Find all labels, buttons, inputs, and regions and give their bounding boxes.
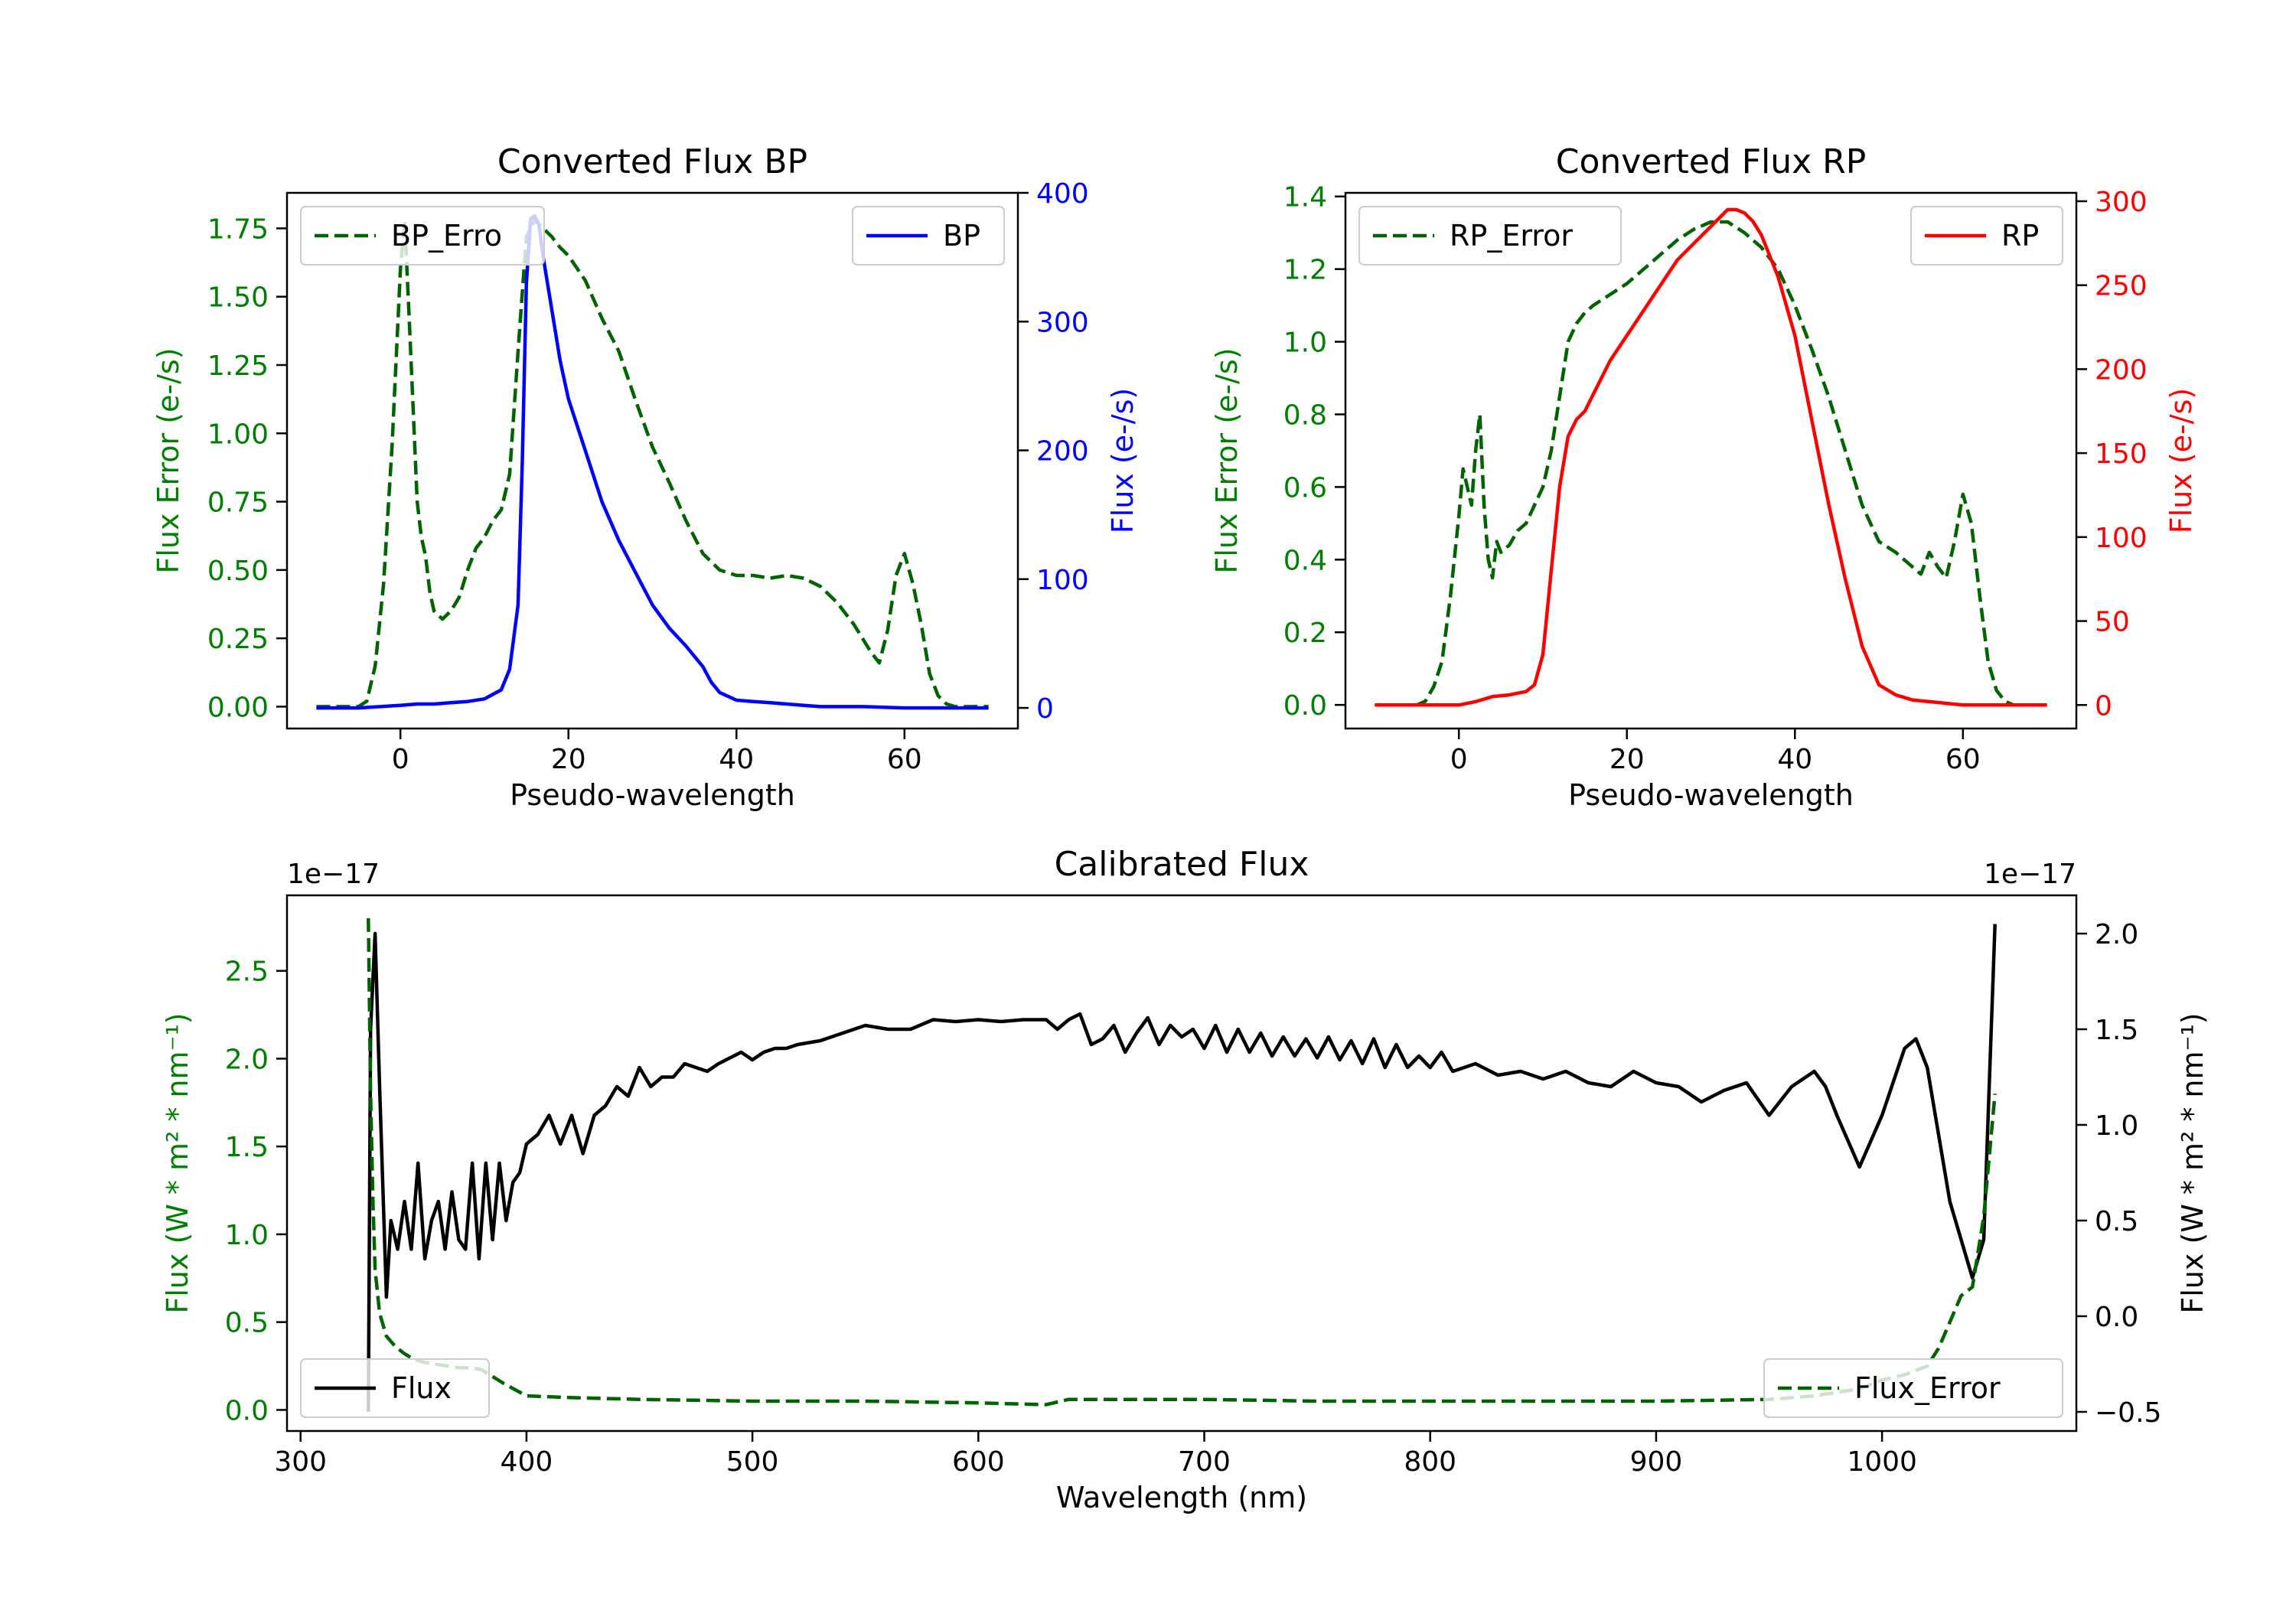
bp-axes-frame [285,191,1019,730]
bp-ylabel-right: Flux (e-/s) [1106,388,1140,533]
rp-ytick-right-label: 50 [2095,607,2130,638]
calibrated-ytick-right-label: 1.5 [2095,1015,2138,1046]
bp-legend-left-box [300,206,545,266]
calibrated-ytick-left-label: 2.5 [225,957,269,988]
bp-xtick-label: 40 [719,744,754,775]
rp-ylabel-right: Flux (e-/s) [2164,388,2198,533]
rp-ytick-left-label: 0.0 [1283,690,1327,722]
rp-xlabel: Pseudo-wavelength [1568,778,1854,812]
bp-xtick-label: 60 [887,744,922,775]
rp-xtick-label: 60 [1945,744,1981,775]
calibrated-ytick-right-label: 1.0 [2095,1110,2138,1142]
calibrated-xtick-label: 400 [501,1446,553,1478]
calibrated-xtick-label: 700 [1178,1446,1231,1478]
rp-legend-left-label: RP_Error [1450,219,1573,253]
rp-ytick-right-label: 300 [2095,187,2148,218]
calibrated-ytick-left-label: 0.0 [225,1395,269,1426]
bp-xtick-label: 20 [551,744,586,775]
calibrated-ylabel-left: Flux (W * m² * nm⁻¹) [161,1012,194,1313]
calibrated-series-flux-error [367,918,1997,1407]
rp-ytick-left-label: 1.2 [1283,255,1327,286]
calibrated-legend-right-label: Flux_Error [1854,1371,2001,1405]
calibrated-legend-left-box [300,1358,490,1418]
calibrated-offset-left: 1e−17 [287,859,380,890]
rp-legend-left-box [1358,206,1622,266]
bp-ytick-left-label: 1.00 [207,419,269,450]
calibrated-ytick-left-label: 2.0 [225,1044,269,1075]
calibrated-xtick-label: 500 [726,1446,779,1478]
calibrated-ytick-left-label: 0.5 [225,1308,269,1339]
bp-ytick-left-label: 0.00 [207,692,269,723]
bp-ytick-left-label: 0.75 [207,487,269,519]
rp-series-rp [1375,207,2047,707]
rp-series-rp-error [1375,220,2047,707]
calibrated-ytick-right-label: −0.5 [2095,1397,2161,1429]
calibrated-offset-right: 1e−17 [1984,859,2076,890]
calibrated-xtick-label: 1000 [1847,1446,1917,1478]
rp-legend-right-box [1910,206,2063,266]
calibrated-xtick-label: 900 [1630,1446,1683,1478]
calibrated-ylabel-right: Flux (W * m² * nm⁻¹) [2176,1012,2210,1313]
rp-axes-frame [1344,191,2078,730]
rp-ytick-right-label: 200 [2095,354,2148,386]
rp-ytick-left-label: 0.6 [1283,472,1327,504]
rp-ytick-left-label: 0.8 [1283,399,1327,431]
rp-ytick-right-label: 100 [2095,523,2148,554]
rp-ytick-left-label: 1.0 [1283,328,1327,359]
bp-ytick-left-label: 1.75 [207,214,269,245]
calibrated-xtick-label: 300 [274,1446,327,1478]
calibrated-axes-frame [285,894,2078,1433]
bp-xtick-label: 0 [392,744,409,775]
calibrated-legend-left-label: Flux [391,1371,452,1405]
calibrated-ytick-left-label: 1.5 [225,1132,269,1163]
rp-ytick-right-label: 250 [2095,271,2148,302]
bp-ytick-left-label: 1.50 [207,282,269,314]
rp-title: Converted Flux RP [1556,142,1867,181]
calibrated-legend-right-box [1763,1358,2063,1418]
rp-ytick-left-label: 0.4 [1283,545,1327,576]
rp-xtick-label: 0 [1450,744,1468,775]
calibrated-series-flux [367,924,1997,1413]
bp-ytick-right-label: 0 [1036,693,1054,725]
calibrated-ytick-right-label: 2.0 [2095,919,2138,950]
bp-legend-right-box [852,206,1005,266]
bp-ytick-right-label: 300 [1036,307,1089,338]
bp-legend-right-label: BP [943,219,980,253]
bp-series-bp [316,214,989,710]
rp-ytick-right-label: 150 [2095,438,2148,470]
rp-ylabel-left: Flux Error (e-/s) [1210,347,1244,573]
bp-legend-left-label: BP_Erro [391,219,502,253]
calibrated-ytick-right-label: 0.5 [2095,1206,2138,1237]
calibrated-title: Calibrated Flux [1055,845,1309,884]
rp-ytick-right-label: 0 [2095,690,2112,722]
calibrated-xtick-label: 600 [952,1446,1005,1478]
calibrated-ytick-left-label: 1.0 [225,1220,269,1251]
bp-ytick-right-label: 400 [1036,178,1089,210]
rp-legend-right-label: RP [2001,219,2039,253]
rp-xtick-label: 20 [1609,744,1645,775]
rp-ytick-left-label: 1.4 [1283,182,1327,214]
calibrated-ytick-right-label: 0.0 [2095,1302,2138,1333]
rp-ytick-left-label: 0.2 [1283,618,1327,649]
calibrated-xlabel: Wavelength (nm) [1056,1481,1307,1514]
bp-ytick-right-label: 100 [1036,565,1089,596]
rp-xtick-label: 40 [1777,744,1812,775]
bp-ytick-left-label: 0.50 [207,556,269,587]
bp-xlabel: Pseudo-wavelength [510,778,795,812]
bp-ytick-left-label: 0.25 [207,624,269,655]
bp-ytick-right-label: 200 [1036,436,1089,468]
bp-ylabel-left: Flux Error (e-/s) [152,347,185,573]
bp-ytick-left-label: 1.25 [207,350,269,382]
bp-title: Converted Flux BP [497,142,807,181]
calibrated-xtick-label: 800 [1404,1446,1456,1478]
bp-series-bp-error [316,218,989,709]
